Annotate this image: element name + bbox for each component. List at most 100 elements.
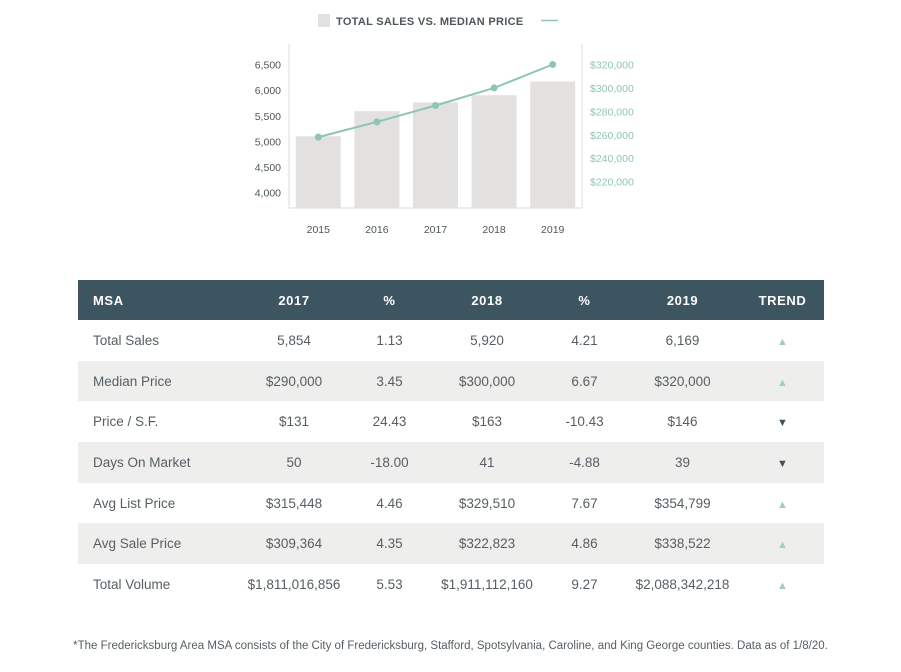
chart-legend: TOTAL SALES VS. MEDIAN PRICE [318,14,558,28]
y-right-tick-label: $320,000 [590,60,634,72]
column-header: % [350,280,429,320]
trend-cell: ▲ [741,564,824,605]
table-cell: $131 [278,414,310,430]
table-cell: $354,799 [654,495,711,511]
table-row: Days On Market 50 -18.00 41 -4.88 39 ▼ [78,442,824,483]
table-cell: 50 [238,442,350,483]
table-cell: 3.45 [350,360,429,402]
row-label: Median Price [78,360,238,402]
table-cell: $1,911,112,160 [441,576,533,592]
column-header: MSA [78,280,238,320]
row-label: Total Sales [93,332,160,348]
table-cell: 9.27 [571,576,598,592]
trend-up-icon: ▲ [777,376,788,389]
trend-cell: ▲ [741,360,824,402]
row-label: Price / S.F. [93,414,159,430]
y-right-tick-label: $220,000 [590,177,634,189]
y-left-tick-label: 4,500 [255,162,281,174]
x-tick-label: 2018 [482,224,506,236]
table-cell: 24.43 [372,414,407,430]
table-header-row: MSA 2017% 2018% 2019 TREND [78,280,824,320]
table-row: Median Price $290,000 3.45 $300,000 6.67 $320… [78,360,824,402]
table-cell: 5,854 [277,332,311,348]
y-left-tick-label: 6,500 [255,60,281,72]
trend-up-icon: ▲ [777,539,788,552]
trend-up-icon: ▲ [777,335,788,348]
row-label: Days On Market [78,442,238,483]
trend-up-icon: ▲ [777,498,788,511]
combo-chart: TOTAL SALES VS. MEDIAN PRICE 6,500 6,000 5… [255,14,634,236]
trend-cell: ▲ [741,483,824,524]
table-cell: 39 [624,442,741,483]
table-cell: 1.13 [376,332,403,348]
trend-down-icon: ▼ [777,417,788,430]
table-row: Price / S.F. $131 24.43 $163 -10.43 $146 ▼ [78,401,824,442]
row-label: Total Volume [93,576,171,592]
table-cell: 7.67 [571,495,598,511]
footnote: *The Fredericksburg Area MSA consists of… [73,640,828,652]
row-label: Avg Sale Price [78,523,238,565]
table-cell: -4.88 [545,442,624,483]
legend-bar-swatch [318,14,330,27]
table-cell: -10.43 [565,414,604,430]
trend-cell: ▲ [741,523,824,565]
table-row: Avg Sale Price $309,364 4.35 $322,823 4.86 $3… [78,523,824,565]
table-cell: 6.67 [545,360,624,402]
median-price-point-2016 [373,118,381,126]
table-cell: $309,364 [238,523,350,565]
trend-cell: ▲ [741,320,824,361]
x-tick-label: 2016 [365,224,389,236]
y-right-tick-label: $300,000 [590,83,634,95]
table-cell: 4.35 [350,523,429,565]
table-row: Avg List Price $315,448 4.46 $329,510 7.67 $3… [78,483,824,524]
table-row: Total Volume $1,811,016,856 5.53 $1,911,112… [78,564,824,605]
column-header: 2019 [624,280,741,320]
median-price-point-2017 [432,102,439,109]
chart-title: TOTAL SALES VS. MEDIAN PRICE [336,16,523,28]
table-cell: $329,510 [458,495,516,511]
trend-cell: ▼ [741,442,824,483]
y-right-tick-label: $280,000 [590,106,634,118]
bar-2015 [295,136,341,208]
trend-cell: ▼ [741,401,824,442]
y-left-tick-label: 5,500 [255,111,281,123]
y-left-tick-label: 4,000 [255,188,281,200]
table-cell: 5,920 [470,332,504,348]
column-header: % [545,280,624,320]
table-cell: $322,823 [429,523,545,565]
msa-table-container: MSA 2017% 2018% 2019 TREND Total Sales 5,854 1… [78,280,824,605]
y-right-tick-label: $240,000 [590,153,634,165]
x-tick-label: 2015 [307,224,331,236]
column-header: TREND [741,280,824,320]
bar-2016 [354,111,400,208]
table-cell: 6,169 [665,332,700,348]
y-right-tick-label: $260,000 [590,130,634,142]
msa-stats-table: MSA 2017% 2018% 2019 TREND Total Sales 5,854 1… [78,280,824,605]
y-left-tick-label: 6,000 [255,85,281,97]
median-price-point-2018 [490,84,498,92]
table-cell: 4.21 [571,332,598,348]
table-row: Total Sales 5,854 1.13 5,920 4.21 6,169 ▲ [78,320,824,361]
table-cell: 41 [429,442,545,483]
table-cell: $2,088,342,218 [635,576,730,592]
median-price-point-2019 [549,61,557,68]
bar-2017 [413,102,458,208]
column-header: 2017 [238,280,350,320]
table-cell: -18.00 [350,442,429,483]
table-cell: $315,448 [265,495,323,511]
table-cell: 4.46 [376,495,403,511]
table-cell: 4.86 [545,523,624,565]
table-cell: $300,000 [429,360,545,402]
table-cell: $290,000 [238,360,350,402]
table-cell: $338,522 [624,523,741,565]
trend-down-icon: ▼ [777,457,788,470]
table-cell: $146 [667,414,698,430]
bar-2018 [471,95,517,208]
median-price-point-2015 [314,133,322,141]
y-left-tick-label: 5,000 [255,136,281,148]
x-tick-label: 2017 [424,224,448,236]
table-cell: $163 [471,414,503,430]
row-label: Avg List Price [93,495,176,511]
table-cell: $320,000 [624,360,741,402]
x-tick-label: 2019 [541,224,565,236]
